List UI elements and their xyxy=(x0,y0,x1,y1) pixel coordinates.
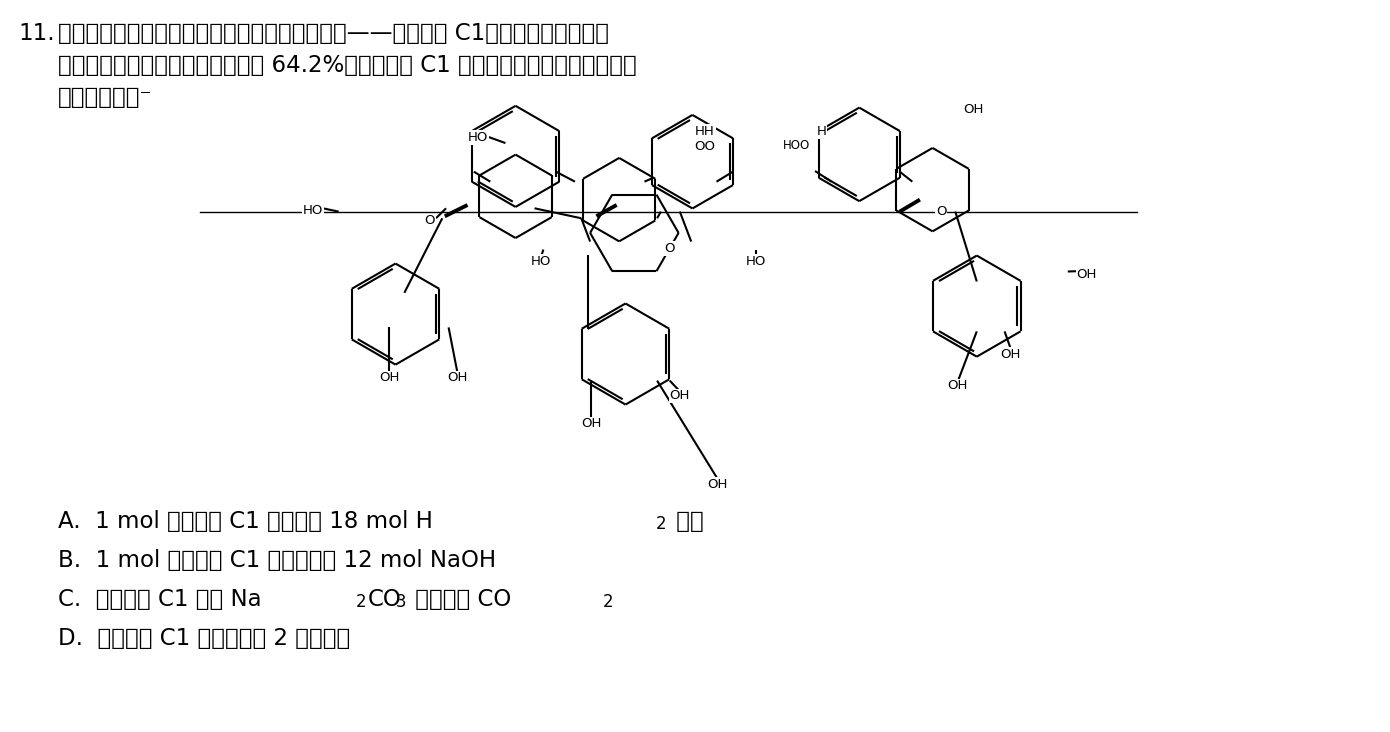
Text: 法不正确的是⁻: 法不正确的是⁻ xyxy=(58,86,153,109)
Text: OH: OH xyxy=(1076,269,1097,281)
Text: 我国某科研团队发现葡萄籽中的一种天然化合物——原花青素 C1，该物质能破坏促衰: 我国某科研团队发现葡萄籽中的一种天然化合物——原花青素 C1，该物质能破坏促衰 xyxy=(58,22,609,45)
Text: OH: OH xyxy=(963,103,983,116)
Text: OH: OH xyxy=(581,417,602,430)
Text: 老细胞，有效使实验鼠的寿命延长 64.2%。原花青素 C1 的结构简式如图所示。下列说: 老细胞，有效使实验鼠的寿命延长 64.2%。原花青素 C1 的结构简式如图所示。… xyxy=(58,54,637,77)
Text: OH: OH xyxy=(708,478,728,491)
Text: OH: OH xyxy=(379,371,399,384)
Text: OH: OH xyxy=(948,379,967,392)
Text: B.  1 mol 原花青素 C1 最多能消耗 12 mol NaOH: B. 1 mol 原花青素 C1 最多能消耗 12 mol NaOH xyxy=(58,549,496,572)
Text: O: O xyxy=(664,242,676,255)
Text: HOO: HOO xyxy=(783,138,810,152)
Text: HH: HH xyxy=(695,125,714,138)
Text: OO: OO xyxy=(695,140,716,153)
Text: 反应放出 CO: 反应放出 CO xyxy=(409,588,512,611)
Text: 2: 2 xyxy=(603,593,613,611)
Text: O: O xyxy=(424,214,435,228)
Text: OH: OH xyxy=(448,371,467,384)
Text: A.  1 mol 原花青素 C1 最多能与 18 mol H: A. 1 mol 原花青素 C1 最多能与 18 mol H xyxy=(58,510,432,533)
Text: H: H xyxy=(816,125,826,138)
Text: HO: HO xyxy=(303,203,324,217)
Text: C.  原花青素 C1 能与 Na: C. 原花青素 C1 能与 Na xyxy=(58,588,261,611)
Text: 2: 2 xyxy=(656,515,666,533)
Text: O: O xyxy=(935,205,947,218)
Text: 3: 3 xyxy=(396,593,406,611)
Text: 2: 2 xyxy=(356,593,367,611)
Text: HO: HO xyxy=(745,255,766,268)
Text: OH: OH xyxy=(670,389,689,403)
Text: HO: HO xyxy=(531,255,550,268)
Text: CO: CO xyxy=(368,588,402,611)
Text: HO: HO xyxy=(467,131,488,144)
Text: 11.: 11. xyxy=(18,22,54,45)
Text: 反应: 反应 xyxy=(669,510,703,533)
Text: OH: OH xyxy=(1001,348,1022,361)
Text: D.  原花青素 C1 分子内含有 2 种官能团: D. 原花青素 C1 分子内含有 2 种官能团 xyxy=(58,627,350,650)
